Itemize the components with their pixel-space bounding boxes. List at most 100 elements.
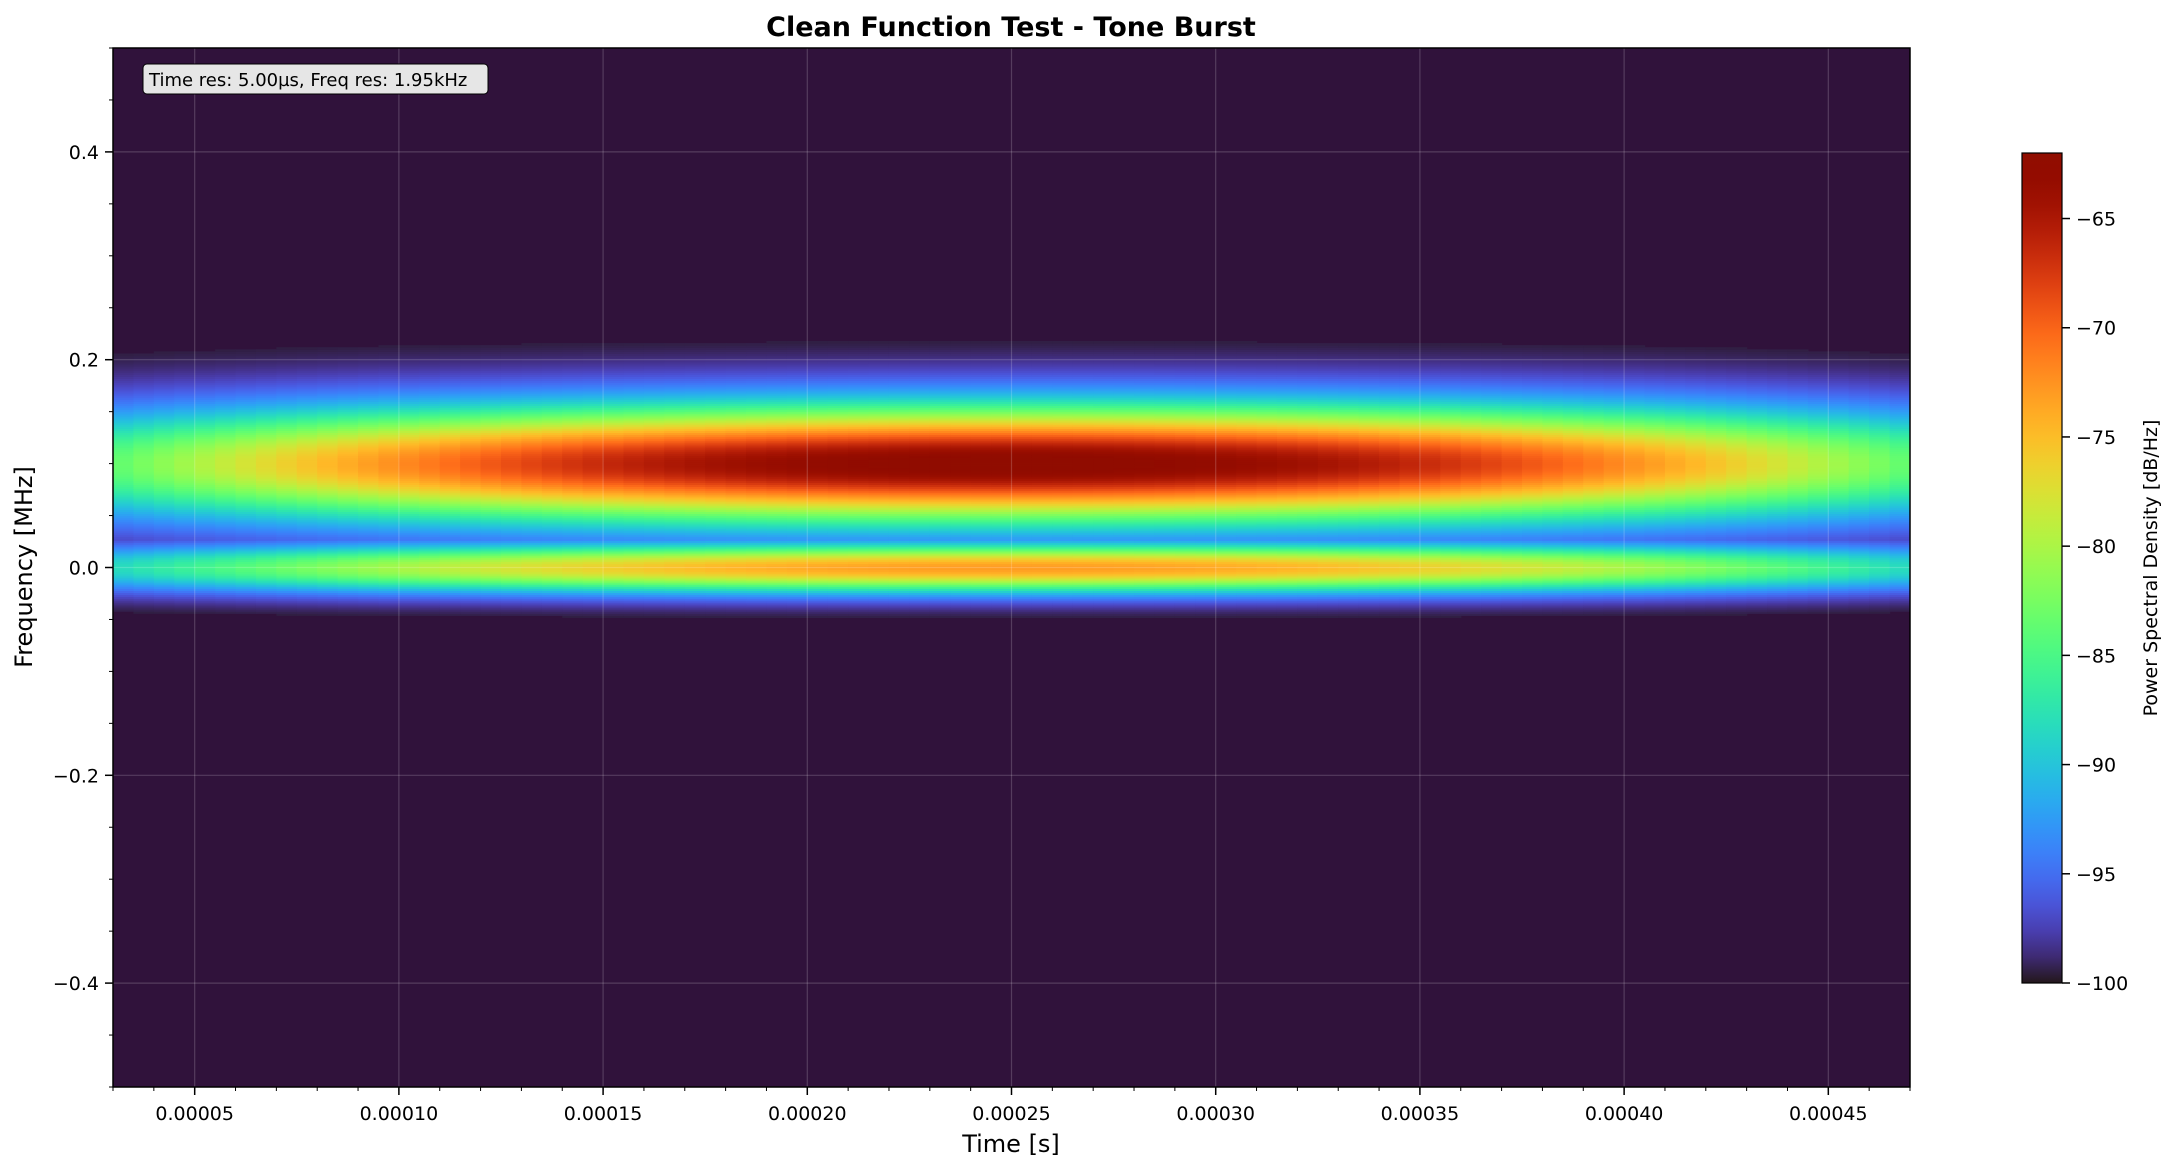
heatmap-cell	[480, 349, 502, 352]
heatmap-cell	[255, 550, 277, 554]
heatmap-cell	[358, 442, 380, 446]
heatmap-cell	[500, 606, 523, 610]
heatmap-cell	[827, 555, 849, 558]
heatmap-cell	[582, 459, 604, 463]
heatmap-cell	[725, 567, 747, 571]
heatmap-cell	[419, 611, 441, 614]
heatmap-cell	[541, 349, 563, 352]
heatmap-cell	[337, 548, 359, 552]
heatmap-cell	[786, 573, 808, 577]
heatmap-cell	[725, 397, 747, 400]
heatmap-cell	[562, 347, 584, 350]
heatmap-cell	[786, 586, 808, 589]
heatmap-cell	[603, 347, 625, 350]
heatmap-cell	[746, 455, 768, 458]
heatmap-cell	[664, 401, 686, 404]
heatmap-cell	[194, 397, 216, 400]
heatmap-cell	[500, 519, 523, 523]
heatmap-cell	[480, 390, 502, 394]
heatmap-cell	[378, 351, 400, 355]
heatmap-cell	[541, 413, 563, 417]
heatmap-cell	[827, 426, 849, 429]
heatmap-cell	[562, 519, 584, 523]
heatmap-cell	[317, 380, 339, 384]
heatmap-cell	[868, 503, 890, 506]
heatmap-cell	[317, 584, 339, 587]
heatmap-cell	[276, 575, 298, 579]
heatmap-cell	[215, 428, 237, 431]
heatmap-cell	[868, 399, 890, 402]
heatmap-cell	[603, 517, 625, 521]
heatmap-cell	[337, 575, 359, 579]
heatmap-cell	[603, 455, 625, 458]
heatmap-cell	[378, 363, 400, 367]
heatmap-cell	[521, 424, 543, 427]
heatmap-cell	[215, 409, 237, 413]
heatmap-cell	[664, 469, 686, 473]
heatmap-cell	[337, 413, 359, 417]
heatmap-cell	[848, 365, 870, 369]
heatmap-cell	[113, 465, 135, 469]
heatmap-cell	[133, 442, 155, 446]
heatmap-cell	[255, 480, 277, 483]
heatmap-cell	[480, 550, 502, 554]
heatmap-cell	[215, 440, 237, 444]
heatmap-cell	[643, 388, 665, 392]
heatmap-cell	[500, 409, 523, 413]
heatmap-cell	[194, 540, 216, 544]
heatmap-cell	[133, 573, 155, 577]
heatmap-cell	[725, 467, 747, 471]
heatmap-cell	[684, 401, 706, 404]
heatmap-cell	[643, 390, 665, 394]
heatmap-cell	[153, 401, 175, 404]
heatmap-cell	[603, 363, 625, 367]
heatmap-cell	[786, 600, 808, 604]
heatmap-cell	[664, 596, 686, 600]
heatmap-cell	[153, 374, 175, 377]
heatmap-cell	[888, 517, 910, 521]
heatmap-cell	[460, 397, 482, 400]
heatmap-cell	[398, 536, 420, 540]
heatmap-cell	[562, 413, 584, 417]
heatmap-cell	[848, 590, 870, 594]
heatmap-cell	[296, 515, 318, 519]
heatmap-cell	[746, 602, 768, 606]
heatmap-cell	[603, 407, 625, 411]
heatmap-cell	[684, 384, 706, 388]
heatmap-cell	[766, 542, 788, 546]
heatmap-cell	[480, 446, 502, 450]
heatmap-cell	[358, 492, 380, 496]
heatmap-cell	[603, 569, 625, 573]
heatmap-cell	[235, 519, 257, 523]
heatmap-cell	[521, 521, 543, 525]
heatmap-cell	[664, 457, 686, 461]
heatmap-cell	[888, 596, 910, 600]
heatmap-cell	[766, 449, 788, 452]
heatmap-cell	[684, 575, 706, 579]
heatmap-cell	[664, 390, 686, 394]
heatmap-cell	[419, 515, 441, 519]
heatmap-cell	[255, 384, 277, 388]
heatmap-cell	[358, 565, 380, 569]
heatmap-cell	[133, 600, 155, 604]
heatmap-cell	[317, 604, 339, 608]
heatmap-cell	[174, 511, 196, 515]
heatmap-cell	[868, 388, 890, 392]
heatmap-cell	[746, 449, 768, 452]
heatmap-cell	[174, 530, 196, 533]
heatmap-cell	[766, 370, 788, 373]
heatmap-cell	[113, 523, 135, 527]
heatmap-cell	[215, 384, 237, 388]
heatmap-cell	[541, 575, 563, 579]
heatmap-cell	[133, 602, 155, 606]
heatmap-cell	[419, 528, 441, 531]
heatmap-cell	[296, 471, 318, 475]
heatmap-cell	[705, 482, 727, 485]
heatmap-cell	[296, 428, 318, 431]
heatmap-cell	[317, 503, 339, 506]
heatmap-cell	[255, 399, 277, 402]
heatmap-cell	[296, 359, 318, 363]
heatmap-cell	[848, 548, 870, 552]
heatmap-cell	[255, 542, 277, 546]
heatmap-cell	[153, 606, 175, 610]
